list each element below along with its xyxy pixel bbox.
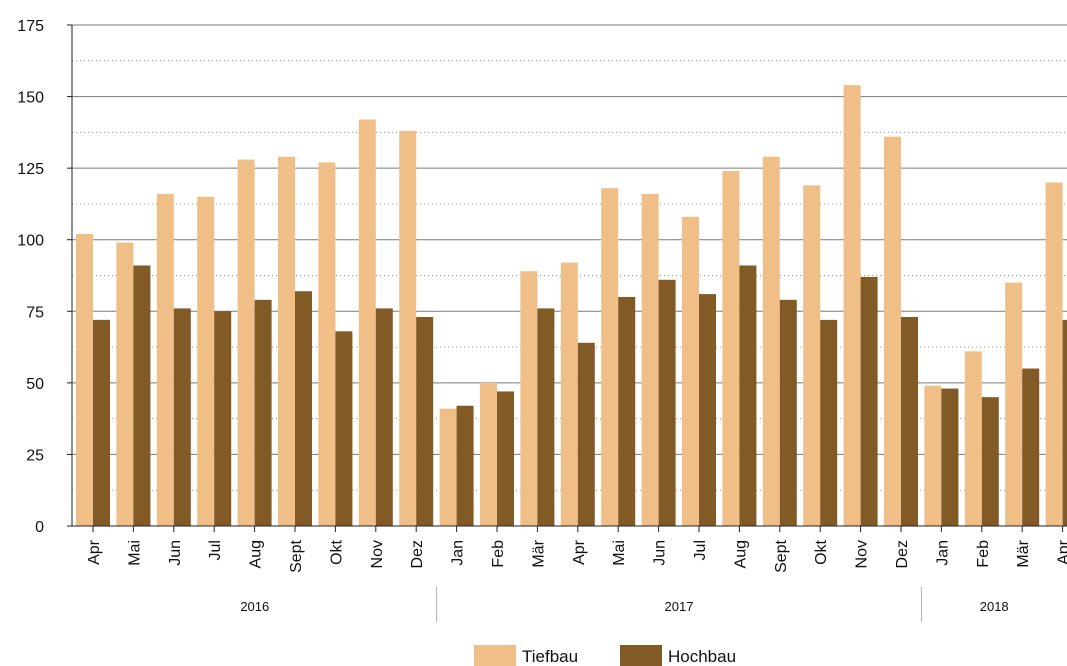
bar-tiefbau <box>803 185 821 526</box>
x-tick-label: Feb <box>490 540 507 568</box>
y-tick-label: 125 <box>17 161 44 178</box>
x-tick-label: Dez <box>894 540 911 568</box>
bar-tiefbau <box>439 408 457 526</box>
x-tick-label: Nov <box>369 540 386 568</box>
bar-hochbau <box>941 388 959 526</box>
x-tick-label: Aug <box>248 540 265 568</box>
bar-tiefbau <box>682 216 699 526</box>
x-tick-label: Apr <box>1056 539 1067 565</box>
bar-tiefbau <box>399 130 417 526</box>
legend-label: Hochbau <box>668 647 736 666</box>
y-tick-label: 100 <box>17 233 44 250</box>
bar-tiefbau <box>1005 282 1023 526</box>
bars-group <box>76 85 1067 527</box>
bar-tiefbau <box>843 85 861 527</box>
bar-tiefbau <box>480 382 497 526</box>
bar-hochbau <box>1062 319 1067 526</box>
legend-label: Tiefbau <box>522 647 578 666</box>
x-tick-label: Mai <box>611 540 628 566</box>
year-label: 2016 <box>240 599 269 614</box>
bar-tiefbau <box>762 156 780 527</box>
x-tick-label: Jun <box>652 540 669 566</box>
bar-tiefbau <box>601 188 619 526</box>
x-tick-label: Sept <box>288 539 305 572</box>
y-tick-label: 0 <box>35 519 44 536</box>
bar-hochbau <box>173 308 191 526</box>
bar-hochbau <box>133 265 151 526</box>
legend-swatch <box>474 645 516 666</box>
x-tick-label: Okt <box>328 539 345 564</box>
bar-hochbau <box>456 405 474 526</box>
legend-swatch <box>620 645 662 666</box>
bar-hochbau <box>537 308 555 526</box>
bar-tiefbau <box>278 156 295 527</box>
bar-hochbau <box>335 331 353 526</box>
y-axis-ticks: 0 25 50 75 100 125 150 175 <box>17 18 72 536</box>
bar-hochbau <box>497 391 514 526</box>
bar-hochbau <box>658 279 676 526</box>
x-tick-label: Jan <box>450 540 467 566</box>
bar-tiefbau <box>237 159 255 526</box>
bar-tiefbau <box>1045 182 1063 526</box>
year-label: 2017 <box>665 599 694 614</box>
bar-hochbau <box>295 291 312 526</box>
year-groups: 2016 2017 2018 <box>240 587 1009 622</box>
x-tick-label: Dez <box>409 540 426 568</box>
x-tick-label: Jan <box>934 540 951 566</box>
bar-tiefbau <box>197 196 215 526</box>
bar-tiefbau <box>722 171 740 526</box>
x-tick-label: Jul <box>692 540 709 560</box>
y-tick-label: 175 <box>17 18 44 35</box>
x-tick-label: Jul <box>207 540 224 560</box>
bar-hochbau <box>214 311 232 526</box>
y-tick-label: 75 <box>26 304 44 321</box>
bar-hochbau <box>981 397 999 526</box>
bar-hochbau <box>618 296 636 526</box>
bar-tiefbau <box>884 136 901 526</box>
bar-tiefbau <box>560 262 578 526</box>
bar-hochbau <box>577 342 595 526</box>
y-tick-label: 50 <box>26 376 44 393</box>
y-tick-label: 25 <box>26 447 44 464</box>
bar-hochbau <box>820 319 838 526</box>
bar-hochbau <box>779 299 797 526</box>
bar-hochbau <box>860 276 878 526</box>
x-tick-label: Aug <box>732 540 749 568</box>
bar-tiefbau <box>641 193 659 526</box>
x-tick-label: Mär <box>530 539 547 567</box>
bar-hochbau <box>739 265 757 526</box>
x-tick-label: Okt <box>813 539 830 564</box>
bar-hochbau <box>1022 368 1040 526</box>
bar-tiefbau <box>964 351 982 526</box>
x-tick-label: Mai <box>126 540 143 566</box>
x-axis-ticks: Apr Mai Jun Jul Aug Sept Okt Nov Dez Jan Feb Mär Apr… <box>86 526 1067 573</box>
bar-tiefbau <box>156 193 174 526</box>
year-label: 2018 <box>980 599 1009 614</box>
bar-tiefbau <box>924 385 942 526</box>
bar-tiefbau <box>318 162 336 526</box>
bar-hochbau <box>416 317 434 526</box>
bar-tiefbau <box>76 233 93 526</box>
y-tick-label: 150 <box>17 90 44 107</box>
bar-tiefbau <box>520 271 538 526</box>
bar-hochbau <box>254 299 272 526</box>
x-tick-label: Apr <box>571 539 588 565</box>
bar-tiefbau <box>358 119 376 526</box>
bar-hochbau <box>375 308 393 526</box>
bar-hochbau <box>93 319 110 526</box>
x-tick-label: Apr <box>86 539 103 565</box>
bar-hochbau <box>699 294 716 526</box>
x-tick-label: Nov <box>854 540 871 568</box>
bar-hochbau <box>901 317 918 526</box>
x-tick-label: Sept <box>773 539 790 572</box>
x-tick-label: Jun <box>167 540 184 566</box>
legend: Tiefbau Hochbau <box>474 645 736 666</box>
bar-tiefbau <box>116 242 134 526</box>
x-tick-label: Feb <box>975 540 992 568</box>
x-tick-label: Mär <box>1015 539 1032 567</box>
